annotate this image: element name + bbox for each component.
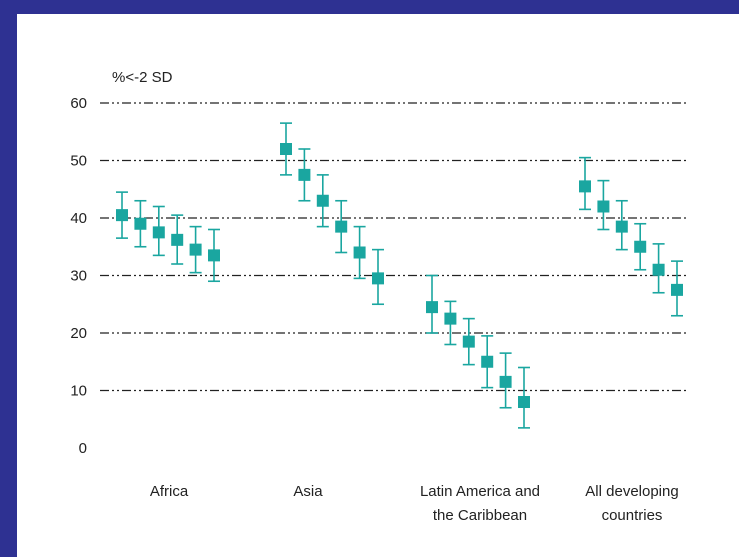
chart-svg: %<-2 SD 0 10 20 30 40 50 60 Africa Asia Latin Am…: [70, 69, 687, 524]
data-point-marker: [134, 217, 147, 230]
y-tick-label-40: 40: [70, 210, 87, 227]
data-point-marker: [298, 168, 311, 181]
data-point-marker: [372, 272, 384, 285]
category-label: Latin America and the Caribbean: [420, 483, 540, 524]
data-point-marker: [499, 375, 512, 388]
data-point-marker: [652, 263, 665, 276]
data-point-marker: [615, 220, 628, 233]
data-point-marker: [171, 233, 184, 246]
chart-panel: %<-2 SD 0 10 20 30 40 50 60 Africa Asia Latin Am…: [17, 14, 739, 557]
data-point-marker: [152, 226, 165, 239]
data-point-marker: [462, 335, 475, 348]
data-point-marker: [444, 312, 457, 325]
data-point-marker: [316, 194, 329, 207]
data-series: [116, 122, 683, 429]
data-point-marker: [671, 283, 683, 296]
gridlines: [100, 102, 687, 392]
data-point-marker: [426, 301, 438, 314]
data-point-marker: [481, 355, 494, 368]
category-label: Asia: [293, 483, 323, 500]
data-point-marker: [116, 209, 128, 222]
data-point-marker: [353, 246, 366, 259]
y-axis-label: %<-2 SD: [112, 69, 173, 86]
y-tick-label-10: 10: [70, 383, 87, 400]
y-tick-label-0: 0: [79, 440, 87, 457]
y-tick-labels: 0 10 20 30 40 50 60: [70, 95, 87, 457]
data-point-marker: [189, 243, 202, 256]
y-tick-label-30: 30: [70, 268, 87, 285]
data-point-marker: [280, 143, 292, 155]
category-label: All developing countries: [585, 483, 678, 524]
data-point-marker: [335, 220, 348, 233]
data-point-marker: [208, 249, 220, 262]
category-label: Africa: [150, 483, 189, 500]
category-labels: Africa Asia Latin America and the Caribbean…: [150, 483, 679, 524]
y-tick-label-50: 50: [70, 153, 87, 170]
y-tick-label-60: 60: [70, 95, 87, 112]
data-point-marker: [579, 180, 591, 193]
y-tick-label-20: 20: [70, 325, 87, 342]
data-point-marker: [634, 240, 647, 253]
data-point-marker: [597, 200, 610, 213]
data-point-marker: [518, 396, 530, 408]
